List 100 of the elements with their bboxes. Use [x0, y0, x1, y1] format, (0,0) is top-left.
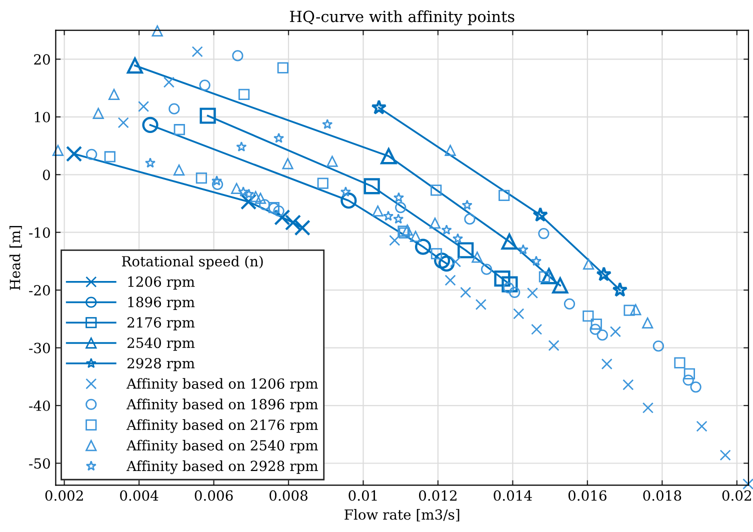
point — [674, 357, 686, 368]
point — [526, 287, 538, 299]
point — [438, 255, 455, 272]
point — [364, 178, 380, 194]
point — [340, 192, 357, 209]
point — [509, 286, 520, 298]
point — [622, 379, 634, 390]
point — [402, 224, 413, 236]
x-tick-label: 0.02 — [722, 490, 751, 501]
point — [652, 340, 664, 352]
y-axis-title: Head [m] — [9, 226, 22, 290]
point — [104, 151, 116, 162]
point — [196, 172, 208, 184]
x-tick-label: 0.002 — [45, 490, 83, 501]
point — [444, 144, 456, 156]
point — [382, 210, 394, 221]
point — [530, 256, 542, 266]
point — [168, 103, 180, 114]
y-tick-label: 0 — [42, 170, 50, 180]
point — [513, 308, 524, 320]
point — [118, 117, 129, 128]
point — [596, 266, 612, 282]
x-tick-label: 0.006 — [194, 490, 233, 501]
point — [742, 478, 753, 490]
point — [502, 276, 518, 292]
legend-label: Affinity based on 2540 rpm — [126, 440, 318, 454]
point — [464, 214, 476, 225]
point — [259, 199, 270, 210]
x-tick-label: 0.018 — [643, 490, 682, 501]
x-axis-title: Flow rate [m3/s] — [344, 509, 460, 522]
point — [458, 242, 474, 258]
point — [138, 100, 150, 112]
point — [393, 214, 404, 224]
point — [480, 264, 492, 275]
point — [430, 248, 442, 260]
point — [429, 218, 441, 229]
point — [462, 200, 472, 210]
point — [274, 209, 290, 226]
point — [211, 175, 222, 186]
point — [322, 118, 333, 130]
point — [564, 298, 576, 310]
point — [475, 298, 486, 310]
point — [518, 244, 528, 254]
point — [682, 374, 694, 386]
point — [610, 326, 622, 338]
point — [531, 324, 542, 335]
point — [108, 88, 120, 100]
x-tick-label: 0.004 — [120, 490, 158, 501]
point — [690, 382, 702, 393]
point — [538, 228, 550, 240]
point — [232, 50, 244, 62]
point — [273, 132, 284, 143]
x-tick-label: 0.01 — [348, 490, 377, 501]
point — [498, 190, 510, 201]
point — [532, 206, 548, 222]
point — [410, 230, 422, 242]
point — [273, 205, 284, 217]
point — [92, 108, 104, 119]
point — [590, 324, 601, 335]
point — [200, 108, 216, 124]
point — [642, 402, 654, 414]
point — [642, 317, 654, 329]
point — [152, 25, 163, 36]
point — [582, 310, 594, 322]
y-tick-label: -10 — [29, 227, 50, 238]
point — [174, 124, 185, 136]
y-tick-label: -50 — [29, 458, 50, 469]
y-tick-label: -30 — [29, 342, 50, 354]
point — [630, 304, 642, 316]
point — [696, 420, 708, 432]
point — [254, 192, 266, 204]
legend-label: 2540 rpm — [127, 338, 195, 351]
point — [212, 178, 224, 190]
x-tick-label: 0.014 — [494, 490, 532, 501]
point — [624, 304, 635, 316]
legend-label: 1206 rpm — [128, 276, 195, 290]
point — [612, 282, 628, 297]
point — [472, 252, 483, 263]
legend-label: Affinity based on 1896 rpm — [126, 398, 318, 412]
point — [340, 186, 351, 197]
y-tick-label: -20 — [29, 285, 50, 296]
point — [192, 46, 203, 58]
point — [444, 274, 456, 286]
point — [389, 234, 400, 246]
point — [393, 192, 404, 202]
point — [326, 156, 338, 167]
point — [236, 141, 247, 152]
point — [596, 330, 608, 341]
legend-label: Affinity based on 2176 rpm — [126, 419, 318, 433]
point — [548, 340, 560, 352]
x-tick-label: 0.012 — [419, 490, 456, 501]
point — [173, 164, 185, 176]
point — [231, 182, 242, 194]
point — [52, 144, 64, 156]
y-tick-label: -40 — [29, 400, 50, 411]
chart-title: HQ-curve with affinity points — [290, 10, 514, 26]
y-tick-label: 20 — [34, 54, 50, 65]
point — [317, 178, 328, 189]
legend-label: 2176 rpm — [127, 317, 195, 330]
legend-label: Affinity based on 1206 rpm — [126, 378, 318, 392]
